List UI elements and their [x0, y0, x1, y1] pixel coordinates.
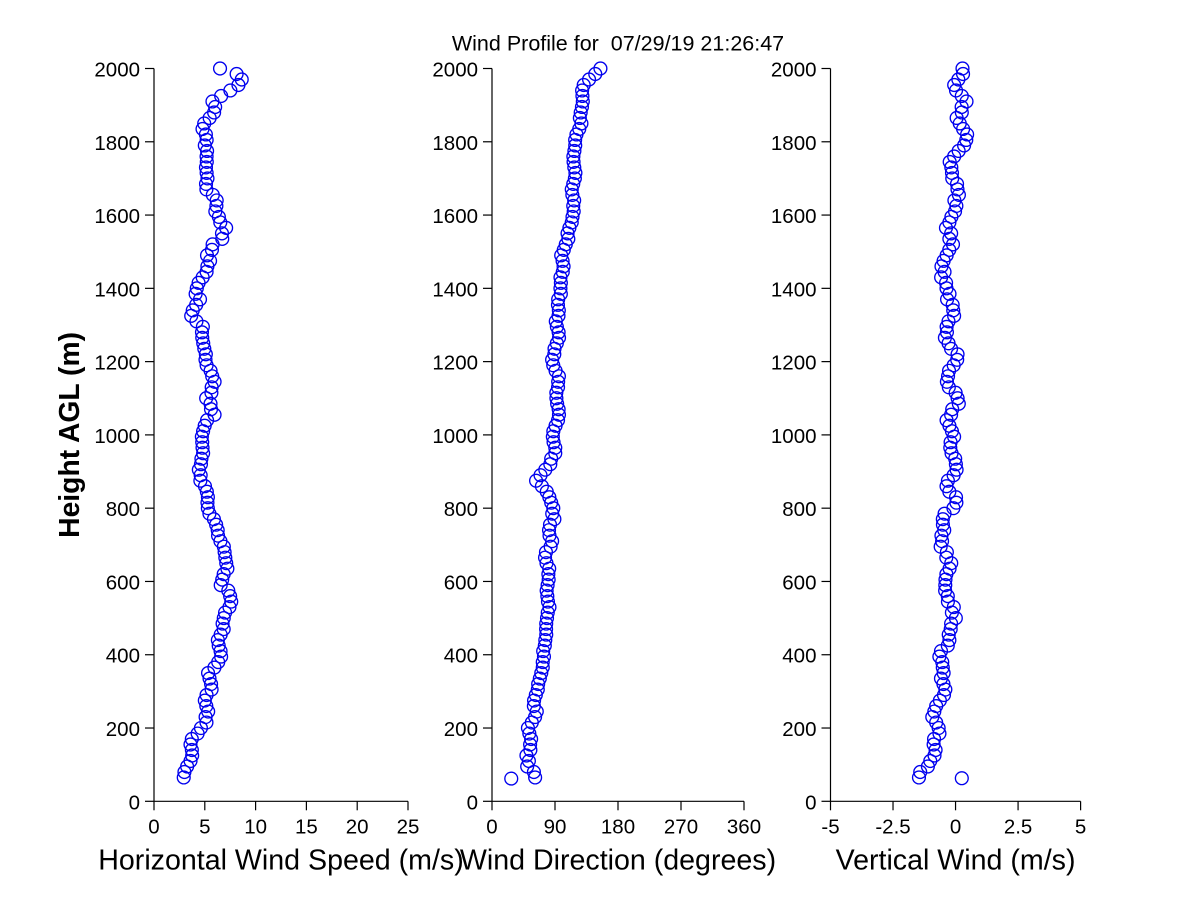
svg-text:Wind Direction (degrees): Wind Direction (degrees)	[460, 844, 776, 876]
svg-text:200: 200	[106, 718, 140, 741]
svg-text:1600: 1600	[771, 205, 817, 228]
svg-text:1800: 1800	[432, 132, 478, 155]
svg-text:0: 0	[805, 791, 816, 814]
svg-text:1800: 1800	[771, 132, 817, 155]
svg-text:5: 5	[1075, 815, 1086, 838]
svg-text:Height AGL (m): Height AGL (m)	[53, 332, 85, 538]
svg-text:600: 600	[444, 571, 478, 594]
svg-text:Horizontal Wind Speed (m/s): Horizontal Wind Speed (m/s)	[98, 844, 464, 876]
svg-text:Vertical Wind (m/s): Vertical Wind (m/s)	[836, 844, 1076, 876]
svg-text:0: 0	[486, 815, 497, 838]
svg-text:270: 270	[664, 815, 698, 838]
svg-text:180: 180	[601, 815, 635, 838]
svg-text:20: 20	[346, 815, 369, 838]
svg-text:400: 400	[782, 645, 816, 668]
svg-text:800: 800	[444, 498, 478, 521]
svg-text:-5: -5	[821, 815, 839, 838]
svg-text:90: 90	[544, 815, 567, 838]
svg-text:1600: 1600	[432, 205, 478, 228]
svg-text:1400: 1400	[432, 278, 478, 301]
svg-text:2000: 2000	[771, 59, 817, 82]
svg-text:600: 600	[106, 571, 140, 594]
svg-text:1000: 1000	[771, 425, 817, 448]
svg-text:1000: 1000	[94, 425, 140, 448]
svg-text:400: 400	[444, 645, 478, 668]
svg-text:2000: 2000	[94, 59, 140, 82]
svg-text:-2.5: -2.5	[875, 815, 910, 838]
svg-text:200: 200	[444, 718, 478, 741]
svg-text:1200: 1200	[432, 352, 478, 375]
svg-text:400: 400	[106, 645, 140, 668]
svg-text:600: 600	[782, 571, 816, 594]
svg-text:800: 800	[106, 498, 140, 521]
svg-text:1400: 1400	[771, 278, 817, 301]
svg-text:Wind Profile for 07/29/19 21:: Wind Profile for 07/29/19 21:26:47	[452, 32, 784, 56]
svg-text:1400: 1400	[94, 278, 140, 301]
svg-text:5: 5	[199, 815, 210, 838]
svg-text:360: 360	[727, 815, 761, 838]
svg-text:0: 0	[148, 815, 159, 838]
svg-text:2000: 2000	[432, 59, 478, 82]
svg-text:15: 15	[295, 815, 318, 838]
svg-text:0: 0	[950, 815, 961, 838]
svg-text:200: 200	[782, 718, 816, 741]
svg-text:1200: 1200	[94, 352, 140, 375]
svg-text:1200: 1200	[771, 352, 817, 375]
svg-text:1800: 1800	[94, 132, 140, 155]
svg-text:0: 0	[467, 791, 478, 814]
svg-text:800: 800	[782, 498, 816, 521]
svg-text:10: 10	[244, 815, 267, 838]
svg-text:2.5: 2.5	[1004, 815, 1033, 838]
svg-text:25: 25	[397, 815, 420, 838]
svg-text:0: 0	[129, 791, 140, 814]
svg-text:1600: 1600	[94, 205, 140, 228]
svg-text:1000: 1000	[432, 425, 478, 448]
